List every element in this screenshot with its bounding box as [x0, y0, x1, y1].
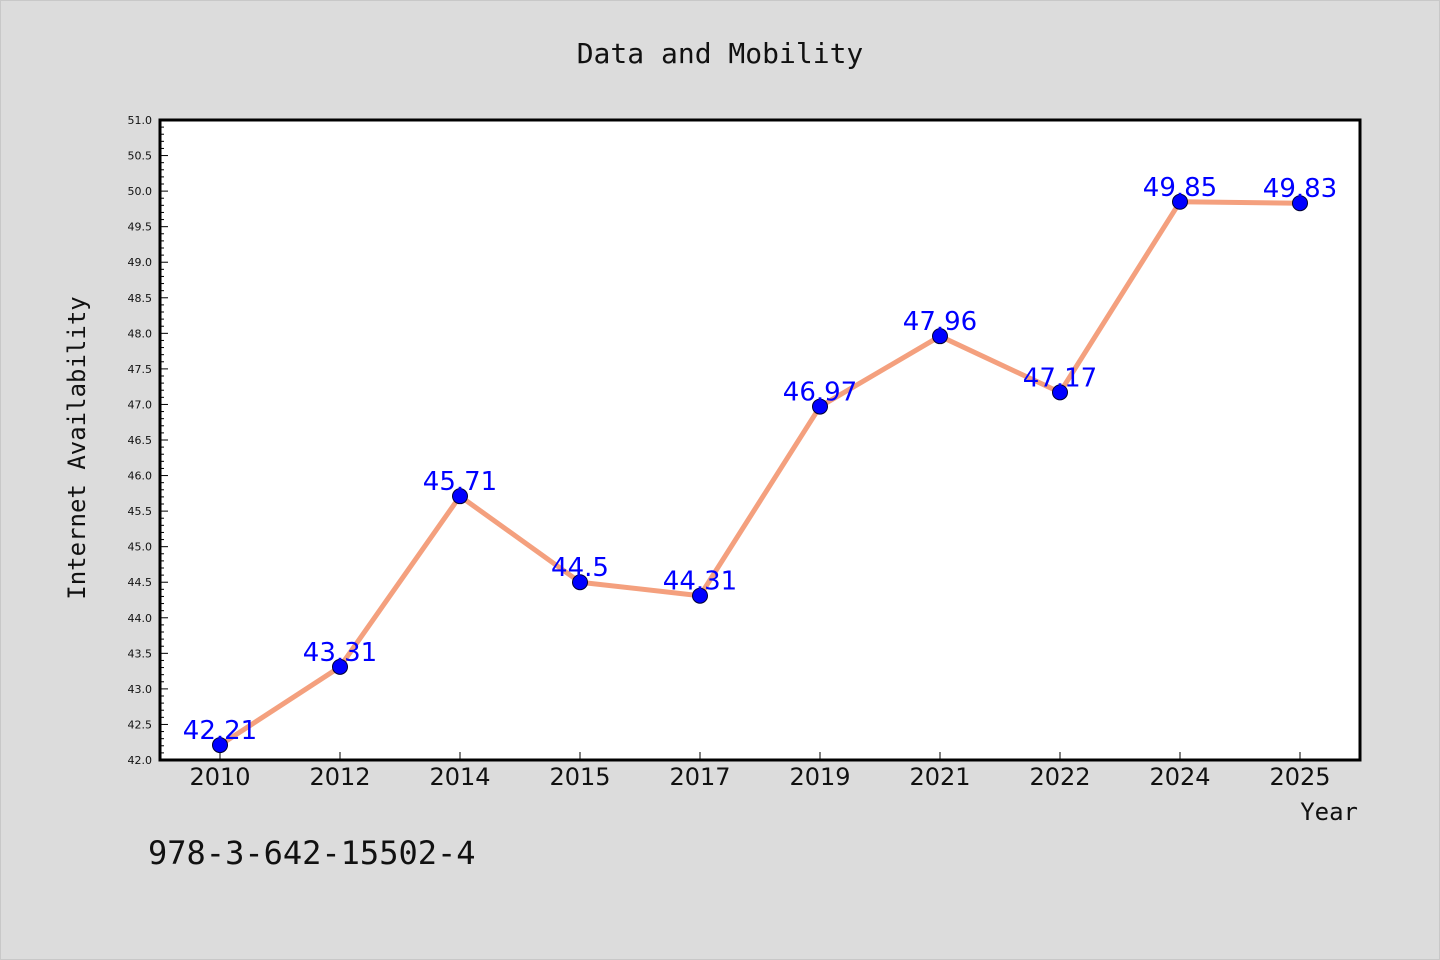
data-point: [932, 328, 948, 345]
y-tick-label: 49.0: [128, 256, 153, 269]
x-axis: 2010 2012 2014 2015 2017 2019 2021 2022 2024 2025: [189, 752, 1331, 791]
y-tick-label: 45.5: [128, 505, 153, 518]
data-label: 44.5: [551, 553, 609, 583]
x-tick-label: 2021: [909, 763, 970, 791]
y-tick-label: 42.5: [128, 718, 153, 731]
x-tick-label: 2025: [1269, 763, 1330, 791]
plot-area: [158, 118, 1362, 762]
y-tick-label: 47.0: [128, 398, 153, 411]
data-label: 49.83: [1263, 174, 1337, 204]
data-point: [692, 587, 708, 604]
data-point: [1052, 384, 1068, 401]
y-tick-label: 50.0: [128, 185, 153, 198]
data-label: 43.31: [303, 638, 377, 668]
y-tick-label: 47.5: [128, 363, 153, 376]
x-tick-label: 2019: [789, 763, 850, 791]
y-tick-label: 42.0: [128, 754, 153, 767]
data-point: [572, 574, 588, 591]
y-tick-label: 44.5: [128, 576, 153, 589]
y-axis: 42.0 42.5 43.0 43.5 44.0 44.5 45.0 45.5 46.0 46.5…: [128, 114, 168, 767]
data-series: 42.21 43.31 45.71 44.5 44.31 46.97 47.96 47.17 4…: [183, 173, 1337, 754]
data-label: 47.96: [903, 307, 977, 337]
data-point: [332, 658, 348, 675]
x-tick-label: 2012: [309, 763, 370, 791]
y-tick-label: 50.5: [128, 150, 153, 163]
data-point: [1292, 195, 1308, 212]
data-label: 47.17: [1023, 363, 1097, 393]
x-axis-label: Year: [1300, 798, 1358, 826]
data-point: [1172, 193, 1188, 210]
y-tick-label: 48.0: [128, 327, 153, 340]
data-label: 44.31: [663, 567, 737, 597]
data-label: 45.71: [423, 467, 497, 497]
y-tick-label: 44.0: [128, 612, 153, 625]
x-tick-label: 2022: [1029, 763, 1090, 791]
y-tick-label: 46.5: [128, 434, 153, 447]
series-line: [217, 199, 1303, 748]
data-point: [212, 737, 228, 754]
data-label: 46.97: [783, 378, 857, 408]
chart-title: Data and Mobility: [577, 37, 864, 70]
x-tick-label: 2014: [429, 763, 490, 791]
data-label: 42.21: [183, 716, 257, 746]
y-tick-label: 45.0: [128, 541, 153, 554]
y-tick-label: 49.5: [128, 221, 153, 234]
y-tick-label: 48.5: [128, 292, 153, 305]
x-tick-label: 2010: [189, 763, 250, 791]
x-tick-label: 2017: [669, 763, 730, 791]
y-axis-label: Internet Availability: [63, 296, 91, 599]
data-label: 49.85: [1143, 173, 1217, 203]
isbn-label: 978-3-642-15502-4: [148, 834, 476, 872]
y-tick-label: 43.5: [128, 647, 153, 660]
x-tick-label: 2015: [549, 763, 610, 791]
x-tick-label: 2024: [1149, 763, 1210, 791]
data-point: [452, 488, 468, 505]
y-tick-label: 51.0: [128, 114, 153, 127]
y-tick-label: 46.0: [128, 470, 153, 483]
data-point: [812, 398, 828, 415]
y-tick-label: 43.0: [128, 683, 153, 696]
